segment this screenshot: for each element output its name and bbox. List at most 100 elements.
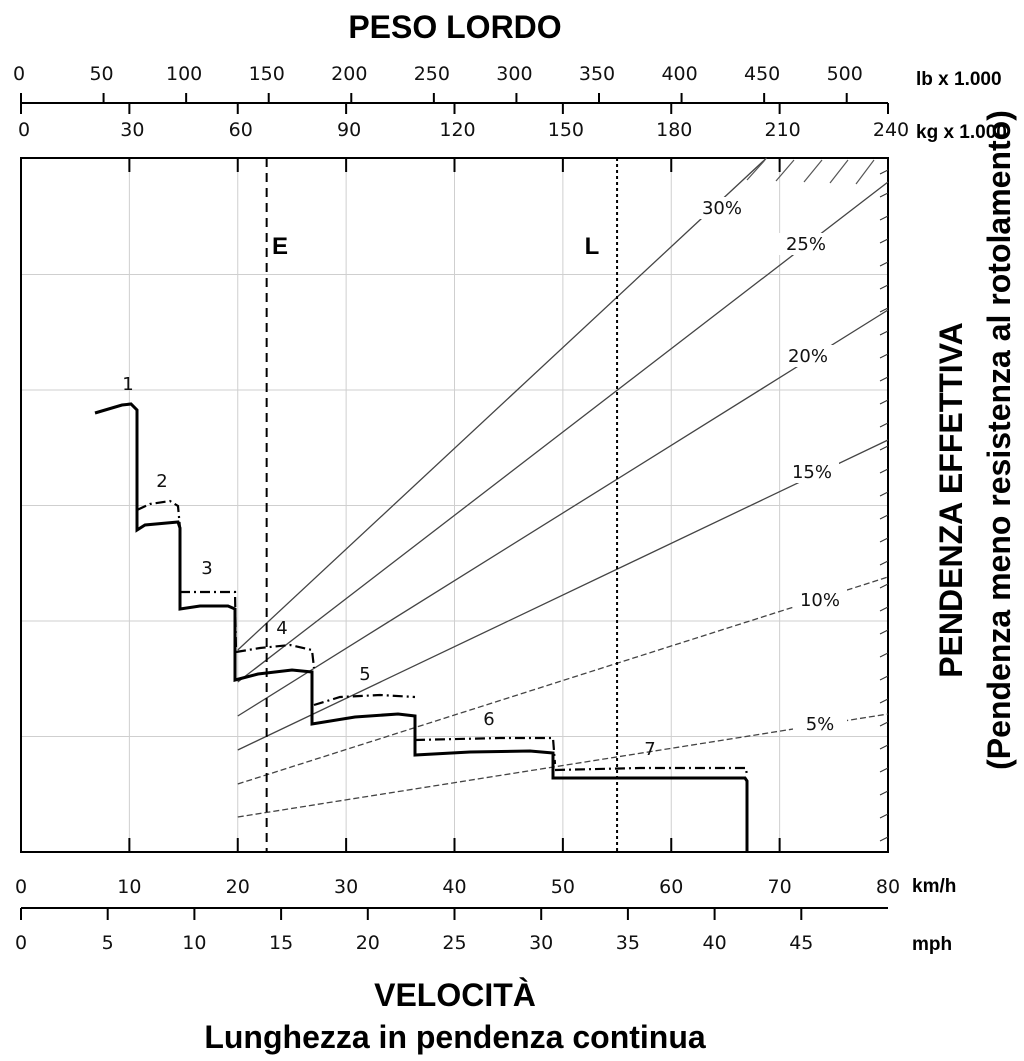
mph-tick-label: 30 [529,932,553,954]
grade-line [237,439,889,751]
grade-line [237,157,767,651]
gear-curve-dashdot [180,590,238,651]
mph-tick-label: 20 [356,932,380,954]
grade-lines: 5% 10% 15% 20% 25% 30% [237,157,889,818]
lb-tick-label: 150 [249,63,285,85]
kmh-tick-label: 80 [876,876,900,898]
lb-tick-label: 350 [579,63,615,85]
minor-tick [879,468,889,474]
mph-tick-label: 35 [616,932,640,954]
lb-tick-label: 100 [166,63,202,85]
kmh-tick-label: 60 [659,876,683,898]
right-subtitle: (Pendenza meno resistenza al rotolamento… [981,110,1017,770]
minor-tick [879,675,889,681]
gear-label: 1 [122,374,133,395]
kg-tick-label: 0 [18,119,30,141]
minor-tick [879,744,889,750]
minor-tick [879,399,889,405]
minor-tick [879,169,889,175]
kg-tick-label: 90 [337,119,361,141]
minor-tick [879,629,889,635]
gear-curve-dashdot [414,736,557,765]
gear-label: 2 [156,471,167,492]
minor-tick [879,583,889,589]
grade-hatch [855,159,875,185]
minor-tick [879,192,889,198]
minor-tick [879,790,889,796]
kg-tick-label: 240 [873,119,909,141]
grade-hatch [803,159,823,183]
minor-tick [879,537,889,543]
kmh-tick-label: 10 [117,876,141,898]
bottom-subtitle: Lunghezza in pendenza continua [204,1019,706,1055]
grade-label-bg [793,589,847,611]
grade-hatch [775,159,795,182]
grade-label: 30% [702,198,742,219]
kg-tick-label: 210 [764,119,800,141]
minor-tick [879,767,889,773]
gear-curve-dashdot [235,643,316,669]
gear-label: 6 [483,709,494,730]
kmh-tick-label: 40 [442,876,466,898]
right-title: PENDENZA EFFETTIVA [933,322,969,678]
mph-tick-label: 0 [15,932,27,954]
lb-tick-label: 400 [661,63,697,85]
minor-tick [879,307,889,313]
grade-label-bg [793,713,847,735]
gear-label: 5 [359,664,370,685]
kg-tick-label: 180 [656,119,692,141]
lb-tick-label: 200 [331,63,367,85]
mph-tick-label: 15 [269,932,293,954]
grade-label: 20% [788,346,828,367]
mph-tick-label: 5 [102,932,114,954]
kmh-unit-label: km/h [912,876,956,897]
grade-hatch [746,159,766,181]
kg-tick-label: 30 [120,119,144,141]
lb-tick-label: 300 [496,63,532,85]
grade-label-bg [781,345,835,367]
lb-tick-label: 50 [89,63,113,85]
mph-tick-label: 40 [703,932,727,954]
minor-tick [879,353,889,359]
grade-label: 10% [800,590,840,611]
minor-tick [879,721,889,727]
mph-tick-label: 25 [442,932,466,954]
minor-tick [879,376,889,382]
top-title: PESO LORDO [348,9,561,45]
mph-unit-label: mph [912,934,952,955]
minor-tick [879,422,889,428]
minor-tick [879,836,889,842]
grade-label: 5% [806,714,835,735]
tick-marks [20,93,889,920]
bottom-title: VELOCITÀ [374,977,536,1013]
gear-label: 7 [644,739,655,760]
gear-label: 4 [276,618,287,639]
lb-unit-label: lb x 1.000 [916,69,1002,90]
grade-hatch [829,159,849,184]
minor-tick [879,215,889,221]
minor-tick [879,514,889,520]
grade-line [237,713,889,818]
lb-tick-label: 450 [744,63,780,85]
grade-label-bg [779,233,833,255]
grade-label: 15% [792,462,832,483]
minor-tick [879,560,889,566]
gear-curves: 1 2 3 4 5 6 7 [94,374,749,852]
gear-curve-dashdot [136,499,182,529]
grade-line [237,309,889,717]
kmh-tick-label: 50 [551,876,575,898]
minor-tick [879,238,889,244]
kg-tick-label: 120 [439,119,475,141]
gear-curve-dashdot [554,766,749,777]
gear-curve-dashdot [313,693,416,707]
minor-tick [879,652,889,658]
marker-label: E [272,233,288,260]
mph-tick-label: 45 [789,932,813,954]
minor-tick [879,330,889,336]
kg-tick-label: 150 [548,119,584,141]
grade-line [237,576,889,785]
gear-label: 3 [201,558,212,579]
minor-tick [879,284,889,290]
